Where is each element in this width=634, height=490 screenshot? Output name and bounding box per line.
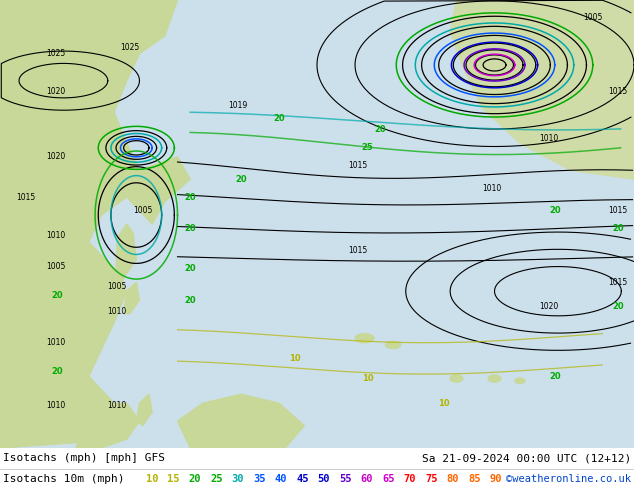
Polygon shape: [178, 394, 304, 448]
Text: 1015: 1015: [349, 161, 368, 170]
Polygon shape: [116, 224, 136, 291]
Text: 10: 10: [438, 399, 450, 408]
Text: Isotachs (mph) [mph] GFS: Isotachs (mph) [mph] GFS: [3, 453, 165, 463]
Text: 1019: 1019: [228, 101, 247, 110]
Text: 20: 20: [273, 114, 285, 123]
Text: 20: 20: [51, 368, 63, 376]
Polygon shape: [355, 334, 374, 343]
Text: 1010: 1010: [46, 231, 65, 240]
Text: 20: 20: [184, 295, 196, 305]
Text: 55: 55: [339, 474, 352, 484]
Text: 1010: 1010: [46, 338, 65, 347]
Text: 10: 10: [146, 474, 158, 484]
Text: 80: 80: [447, 474, 459, 484]
Text: 65: 65: [382, 474, 395, 484]
Text: 60: 60: [361, 474, 373, 484]
Text: 20: 20: [549, 372, 560, 381]
Text: 50: 50: [318, 474, 330, 484]
Text: 1010: 1010: [482, 184, 501, 193]
Polygon shape: [0, 0, 178, 448]
Text: 15: 15: [167, 474, 180, 484]
Text: 1005: 1005: [108, 282, 127, 291]
Polygon shape: [515, 378, 525, 384]
Text: 75: 75: [425, 474, 437, 484]
Text: 10: 10: [289, 354, 301, 363]
Text: 1005: 1005: [46, 262, 65, 271]
Text: 1025: 1025: [46, 49, 65, 58]
Polygon shape: [127, 157, 190, 224]
Text: 20: 20: [184, 264, 196, 273]
Text: Sa 21-09-2024 00:00 UTC (12+12): Sa 21-09-2024 00:00 UTC (12+12): [422, 453, 631, 463]
Text: 1010: 1010: [539, 134, 558, 144]
Text: 20: 20: [189, 474, 201, 484]
Text: 1020: 1020: [46, 87, 65, 97]
Text: 1015: 1015: [16, 193, 35, 201]
Text: 1025: 1025: [120, 43, 139, 51]
Text: 10: 10: [362, 374, 373, 383]
Text: 25: 25: [362, 144, 373, 152]
Text: 1005: 1005: [133, 206, 152, 215]
Text: 1015: 1015: [609, 278, 628, 287]
Text: Isotachs 10m (mph): Isotachs 10m (mph): [3, 474, 124, 484]
Polygon shape: [124, 282, 139, 314]
Text: 40: 40: [275, 474, 287, 484]
Polygon shape: [385, 342, 401, 348]
Polygon shape: [136, 394, 152, 426]
Polygon shape: [488, 375, 501, 382]
Text: 1015: 1015: [609, 87, 628, 97]
Text: 20: 20: [184, 224, 196, 233]
Polygon shape: [450, 375, 463, 382]
Text: 20: 20: [612, 302, 624, 311]
Text: 20: 20: [51, 291, 63, 300]
Text: 1010: 1010: [108, 401, 127, 410]
Text: 1015: 1015: [609, 206, 628, 215]
Text: 20: 20: [235, 175, 247, 184]
Polygon shape: [76, 403, 136, 448]
Text: 1010: 1010: [46, 401, 65, 410]
Text: 1015: 1015: [349, 246, 368, 255]
Text: 1020: 1020: [539, 302, 558, 311]
Text: 20: 20: [612, 224, 624, 233]
Text: 1005: 1005: [583, 13, 602, 23]
Text: 70: 70: [404, 474, 417, 484]
Text: 30: 30: [232, 474, 244, 484]
Text: 20: 20: [549, 206, 560, 215]
Text: ©weatheronline.co.uk: ©weatheronline.co.uk: [506, 474, 631, 484]
Text: 25: 25: [210, 474, 223, 484]
Text: 20: 20: [184, 193, 196, 201]
Text: 20: 20: [375, 125, 386, 134]
Text: 85: 85: [469, 474, 481, 484]
Text: 45: 45: [296, 474, 309, 484]
Polygon shape: [450, 0, 634, 179]
Text: 1020: 1020: [46, 152, 65, 161]
Text: 1010: 1010: [108, 307, 127, 316]
Text: 90: 90: [489, 474, 502, 484]
Text: 35: 35: [253, 474, 266, 484]
